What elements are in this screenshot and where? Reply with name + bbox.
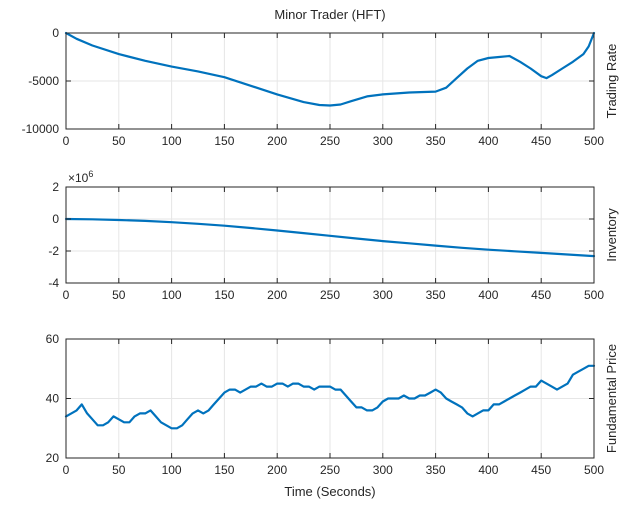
x-tick-label: 450: [531, 134, 551, 148]
subplot-2: 0 50 100 150 200 250 300 350 400 450 500 -4 -2 0 2 ×106…: [48, 169, 619, 302]
x-tick-label: 500: [584, 134, 604, 148]
x-tick-label: 250: [320, 463, 340, 477]
y-axis-label: Trading Rate: [604, 44, 619, 119]
y-tick-label: -10000: [22, 122, 60, 136]
y-tick-label: 60: [46, 332, 60, 346]
x-tick-label: 150: [214, 463, 234, 477]
x-tick-label: 400: [478, 134, 498, 148]
subplot-1: 0 50 100 150 200 250 300 350 400 450 500 -10000 -500…: [22, 26, 619, 148]
x-tick-label: 450: [531, 463, 551, 477]
y-tick-label: -5000: [28, 74, 59, 88]
x-tick-label: 100: [162, 288, 182, 302]
y-tick-label: -2: [48, 244, 59, 258]
x-tick-label: 350: [426, 288, 446, 302]
x-tick-label: 0: [63, 463, 70, 477]
chart-title: Minor Trader (HFT): [274, 7, 385, 22]
x-tick-label: 100: [162, 134, 182, 148]
y-tick-label: 0: [52, 26, 59, 40]
x-tick-label: 250: [320, 134, 340, 148]
x-tick-label: 350: [426, 134, 446, 148]
series-line-1: [64, 217, 596, 258]
x-tick-label: 200: [267, 134, 287, 148]
x-tick-label: 500: [584, 463, 604, 477]
y-tick-label: 0: [52, 212, 59, 226]
y-exponent-label: ×106: [68, 169, 93, 185]
y-tick-label: 40: [46, 392, 60, 406]
x-tick-label: 200: [267, 288, 287, 302]
x-tick-label: 0: [63, 288, 70, 302]
y-tick-label: 2: [52, 180, 59, 194]
y-tick-label: 20: [46, 451, 60, 465]
y-axis-label: Inventory: [604, 208, 619, 262]
panels: 0 50 100 150 200 250 300 350 400 450 500-10000-500…: [22, 26, 619, 477]
series-line-1: [64, 364, 596, 430]
x-tick-label: 400: [478, 463, 498, 477]
x-tick-label: 50: [112, 134, 126, 148]
x-tick-label: 50: [112, 288, 126, 302]
x-tick-label: 350: [426, 463, 446, 477]
subplot-3: 0 50 100 150 200 250 300 350 400 450 500 20 40 60 Fund…: [46, 332, 619, 477]
x-tick-label: 0: [63, 134, 70, 148]
series-line-1: [64, 31, 596, 107]
x-tick-label: 50: [112, 463, 126, 477]
x-tick-label: 300: [373, 463, 393, 477]
x-tick-label: 300: [373, 288, 393, 302]
y-tick-label: -4: [48, 276, 59, 290]
x-axis-label: Time (Seconds): [284, 484, 375, 499]
x-tick-label: 200: [267, 463, 287, 477]
x-tick-label: 450: [531, 288, 551, 302]
x-tick-label: 500: [584, 288, 604, 302]
y-axis-label: Fundamental Price: [604, 344, 619, 453]
x-tick-label: 150: [214, 288, 234, 302]
x-tick-label: 150: [214, 134, 234, 148]
x-tick-label: 100: [162, 463, 182, 477]
x-tick-label: 300: [373, 134, 393, 148]
x-tick-label: 250: [320, 288, 340, 302]
x-tick-label: 400: [478, 288, 498, 302]
